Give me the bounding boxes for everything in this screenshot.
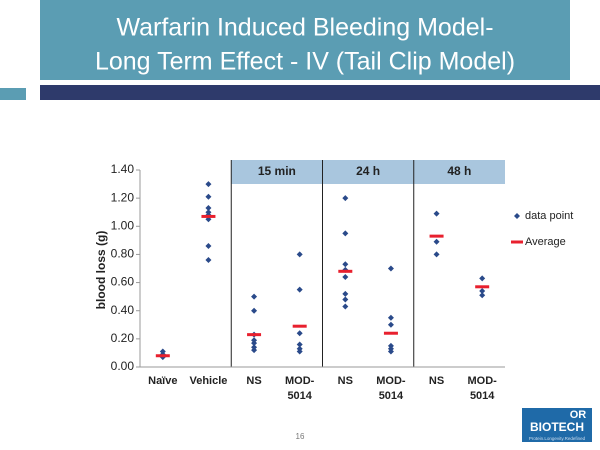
y-tick-label: 0.60 [111,275,135,289]
average-mark [247,333,262,337]
data-point [479,292,486,299]
data-point [387,348,394,355]
data-point [296,330,303,337]
data-point [342,290,349,297]
average-mark [429,234,444,238]
y-axis-label: blood loss (g) [94,231,108,310]
average-mark [201,214,216,218]
logo-text: BIOTECH [530,420,584,434]
legend-label: data point [525,210,573,222]
page-number: 16 [296,432,305,441]
data-point [387,265,394,272]
y-tick-label: 0.40 [111,303,135,317]
y-tick-label: 1.00 [111,218,135,232]
y-tick-label: 1.40 [111,162,135,176]
data-point [342,230,349,237]
data-point [296,251,303,258]
logo-box [522,408,592,442]
data-point [205,257,212,264]
group-header [413,160,505,184]
x-tick-label: NS [337,375,353,387]
data-point [479,275,486,282]
legend-label: Average [525,236,566,248]
x-tick-label: MOD-5014 [467,375,497,402]
x-tick-label: Vehicle [189,375,228,387]
data-point [433,238,440,245]
group-label: 15 min [258,164,296,178]
data-point [251,293,258,300]
data-point [479,288,486,295]
average-mark [292,324,307,328]
title-bar [40,85,600,100]
data-point [251,340,258,347]
data-point [251,347,258,354]
data-point [433,210,440,217]
average-mark [338,269,353,273]
data-point [387,321,394,328]
data-point [387,314,394,321]
data-point [342,303,349,310]
data-point [251,307,258,314]
data-point [205,242,212,249]
x-tick-label: Naïve [148,375,178,387]
group-header [231,160,323,184]
data-point [433,251,440,258]
data-point [296,286,303,293]
data-point [342,273,349,280]
x-tick-label: NS [428,375,445,387]
y-tick-label: 0.20 [111,331,135,345]
title-box [40,0,570,80]
data-point [342,195,349,202]
average-mark [475,285,490,289]
data-point [342,296,349,303]
data-point [296,341,303,348]
y-tick-label: 1.20 [111,190,135,204]
group-label: 48 h [447,164,471,178]
data-point [205,204,212,211]
data-point [296,348,303,355]
group-label: 24 h [356,164,380,178]
average-mark [155,354,170,358]
y-tick-label: 0.00 [111,359,135,373]
logo-text: OR [570,409,587,421]
data-point [342,261,349,268]
legend-marker [511,240,523,244]
x-tick-label: MOD-5014 [285,375,315,402]
legend-marker [514,213,520,219]
average-mark [383,331,398,335]
title-line: Long Term Effect - IV (Tail Clip Model) [95,48,515,76]
title-line: Warfarin Induced Bleeding Model- [116,14,493,42]
logo-text: Protein.Longevity.Redefined [529,436,586,441]
x-tick-label: NS [246,375,262,387]
data-point [205,193,212,200]
y-tick-label: 0.80 [111,247,135,261]
data-point [205,181,212,188]
group-header [322,160,414,184]
x-tick-label: MOD-5014 [376,375,406,402]
accent [0,88,26,100]
